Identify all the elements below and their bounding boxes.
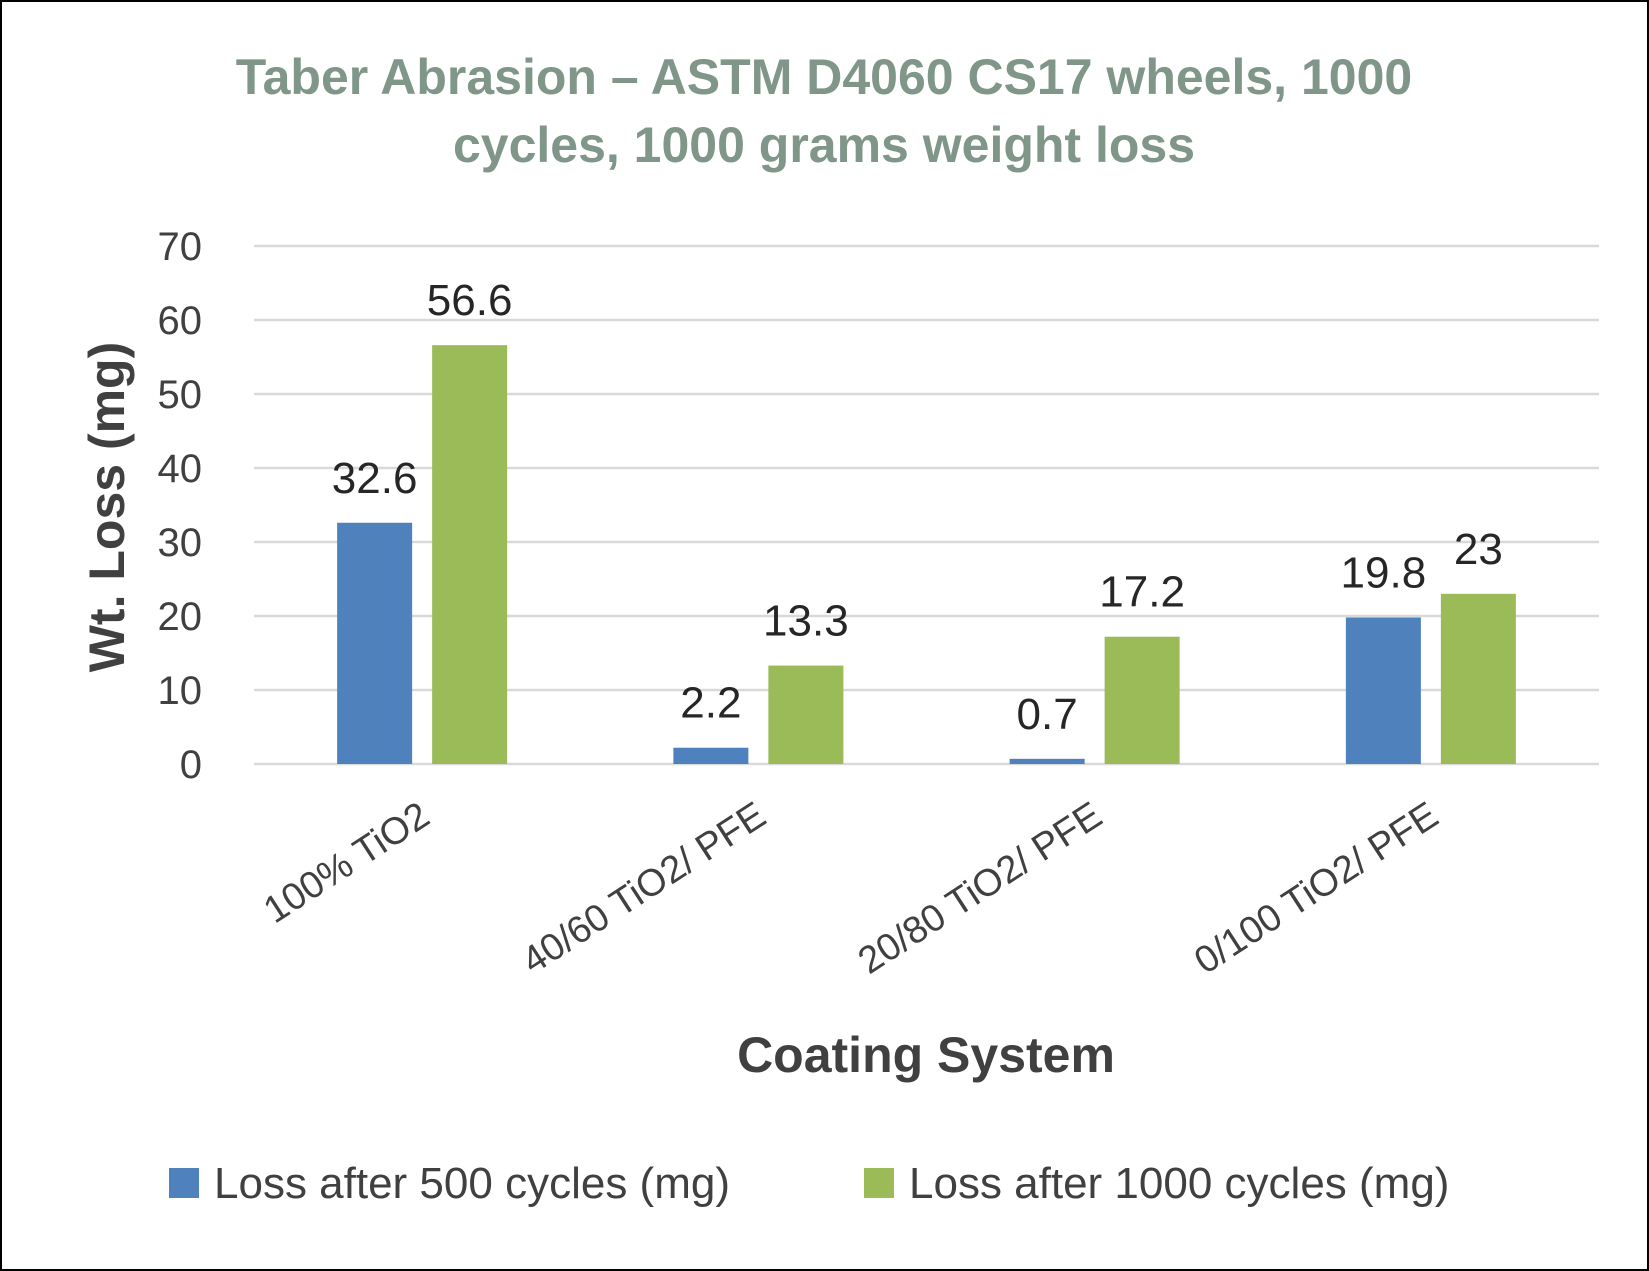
data-label: 32.6 [332, 454, 418, 503]
data-label: 0.7 [1017, 690, 1078, 739]
bar-2-3 [1104, 636, 1180, 764]
y-tick-label: 70 [158, 225, 203, 269]
y-tick-label: 0 [180, 743, 202, 787]
y-tick-label: 60 [158, 299, 203, 343]
legend: Loss after 500 cycles (mg) Loss after 100… [169, 1159, 1449, 1208]
data-label: 56.6 [427, 276, 513, 325]
bar-1-3 [1009, 758, 1085, 764]
legend-swatch [169, 1168, 199, 1198]
y-tick-label: 40 [158, 447, 203, 491]
chart-title-line-2: cycles, 1000 grams weight loss [453, 117, 1195, 173]
bar-2-1 [432, 345, 508, 764]
data-label: 13.3 [763, 597, 849, 646]
bar-1-2 [673, 747, 749, 764]
bar-2-4 [1440, 593, 1516, 764]
legend-label: Loss after 1000 cycles (mg) [909, 1159, 1449, 1208]
bar-1-1 [337, 522, 413, 764]
y-tick-label: 20 [158, 595, 203, 639]
bar-1-4 [1345, 617, 1421, 764]
bar-2-2 [768, 665, 844, 764]
x-axis-title: Coating System [737, 1027, 1115, 1083]
x-category-label: 100% TiO2 [256, 794, 437, 932]
legend-label: Loss after 500 cycles (mg) [214, 1159, 730, 1208]
x-category-label: 0/100 TiO2/ PFE [1187, 794, 1445, 982]
data-label: 17.2 [1099, 568, 1185, 617]
data-label: 23 [1454, 525, 1503, 574]
bars [337, 345, 1516, 764]
x-category-label: 20/80 TiO2/ PFE [851, 794, 1109, 982]
y-axis-ticks: 0 10 20 30 40 50 60 70 [158, 225, 203, 787]
chart-title-line-1: Taber Abrasion – ASTM D4060 CS17 wheels,… [236, 49, 1412, 105]
data-label: 2.2 [680, 679, 741, 728]
y-tick-label: 30 [158, 521, 203, 565]
legend-swatch [864, 1168, 894, 1198]
y-tick-label: 50 [158, 373, 203, 417]
data-label: 19.8 [1341, 548, 1427, 597]
x-category-label: 40/60 TiO2/ PFE [515, 794, 773, 982]
data-labels: 32.6 56.6 2.2 13.3 0.7 17.2 19.8 23 [332, 276, 1503, 739]
y-axis-title: Wt. Loss (mg) [79, 342, 135, 673]
x-axis-categories: 100% TiO2 40/60 TiO2/ PFE 20/80 TiO2/ PFE 0… [256, 794, 1445, 982]
y-tick-label: 10 [158, 669, 203, 713]
chart-title: Taber Abrasion – ASTM D4060 CS17 wheels,… [236, 49, 1412, 173]
